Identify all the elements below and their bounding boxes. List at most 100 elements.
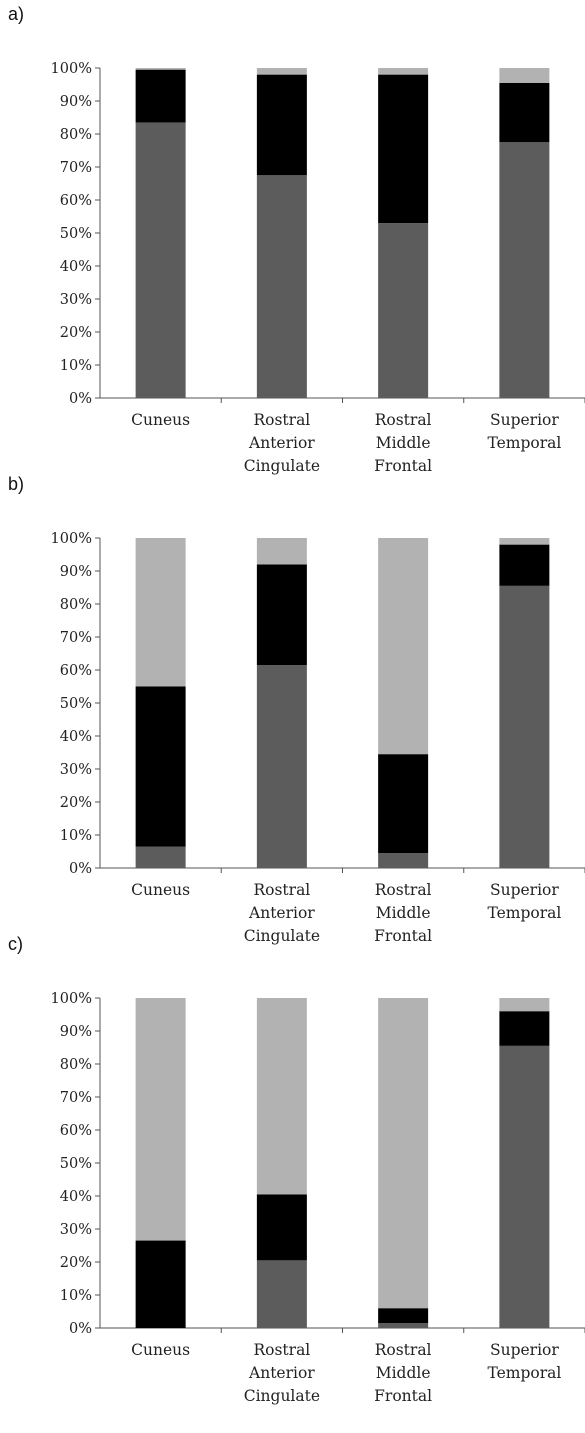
y-tick-label-c: 30% <box>60 1222 92 1238</box>
bar-segment-b-0-0 <box>135 846 186 868</box>
category-label-a-1: Anterior <box>248 434 315 452</box>
category-label-c-0: Cuneus <box>131 1341 190 1359</box>
chart-panel-c: c) 0% 10% 20% 30% 40% 50% 60% 70% 80% 90% 100% Cune… <box>0 934 585 1405</box>
y-tick-label-a: 40% <box>60 259 92 275</box>
y-tick-label-c: 0% <box>69 1321 92 1337</box>
y-tick-label-b: 40% <box>60 729 92 745</box>
bar-segment-b-2-0 <box>378 853 429 868</box>
category-label-c-3: Superior <box>490 1341 559 1359</box>
category-label-c-2: Middle <box>376 1364 431 1382</box>
bar-segment-c-2-2 <box>378 998 429 1309</box>
y-tick-label-c: 40% <box>60 1189 92 1205</box>
category-label-a-3: Superior <box>490 411 559 429</box>
y-tick-label-c: 20% <box>60 1255 92 1271</box>
y-tick-label-a: 90% <box>60 94 92 110</box>
category-label-b-2: Frontal <box>374 927 432 945</box>
y-tick-label-a: 80% <box>60 127 92 143</box>
bar-segment-b-0-2 <box>135 538 186 687</box>
bar-segment-b-3-0 <box>499 585 550 868</box>
bar-segment-b-0-1 <box>135 686 186 847</box>
category-label-b-1: Rostral <box>253 881 310 899</box>
y-tick-label-c: 90% <box>60 1024 92 1040</box>
y-tick-label-a: 100% <box>51 61 92 77</box>
category-label-a-2: Rostral <box>375 411 432 429</box>
bar-segment-c-2-1 <box>378 1308 429 1324</box>
y-tick-label-c: 10% <box>60 1288 92 1304</box>
y-tick-label-c: 60% <box>60 1123 92 1139</box>
category-label-c-3: Temporal <box>487 1364 561 1382</box>
category-label-b-0: Cuneus <box>131 881 190 899</box>
category-label-c-2: Rostral <box>375 1341 432 1359</box>
bar-segment-b-3-1 <box>499 544 550 586</box>
bar-segment-b-2-1 <box>378 754 429 854</box>
y-tick-label-a: 60% <box>60 193 92 209</box>
category-label-b-3: Superior <box>490 881 559 899</box>
y-tick-label-a: 70% <box>60 160 92 176</box>
category-label-b-1: Anterior <box>248 904 315 922</box>
stacked-bar-chart-a: 0% 10% 20% 30% 40% 50% 60% 70% 80% 90% 100% Cuneus R… <box>51 61 585 475</box>
y-tick-label-b: 70% <box>60 630 92 646</box>
category-label-a-2: Frontal <box>374 457 432 475</box>
bar-segment-b-2-2 <box>378 538 429 755</box>
stacked-bar-chart-c: 0% 10% 20% 30% 40% 50% 60% 70% 80% 90% 100% Cuneus R… <box>51 991 585 1405</box>
bar-segment-c-1-0 <box>256 1260 307 1328</box>
bar-segment-a-2-1 <box>378 74 429 224</box>
y-tick-label-b: 100% <box>51 531 92 547</box>
bar-segment-b-1-2 <box>256 538 307 565</box>
y-tick-label-b: 80% <box>60 597 92 613</box>
category-label-b-3: Temporal <box>487 904 561 922</box>
category-label-b-1: Cingulate <box>244 927 320 945</box>
category-label-b-2: Middle <box>376 904 431 922</box>
bar-segment-a-2-0 <box>378 223 429 398</box>
chart-panel-b: b) 0% 10% 20% 30% 40% 50% 60% 70% 80% 90% 100% Cune… <box>0 474 585 945</box>
bar-segment-c-3-2 <box>499 998 550 1012</box>
bar-segment-a-0-1 <box>135 69 186 123</box>
bar-segment-a-1-1 <box>256 74 307 176</box>
y-tick-label-b: 10% <box>60 828 92 844</box>
bar-segment-c-1-2 <box>256 998 307 1195</box>
bar-segment-a-0-0 <box>135 122 186 398</box>
y-tick-label-a: 0% <box>69 391 92 407</box>
bar-segment-a-0-2 <box>135 68 186 70</box>
bar-segment-b-1-0 <box>256 665 307 868</box>
y-tick-label-b: 90% <box>60 564 92 580</box>
bar-segment-b-1-1 <box>256 564 307 666</box>
y-tick-label-b: 0% <box>69 861 92 877</box>
category-label-c-2: Frontal <box>374 1387 432 1405</box>
bar-segment-c-3-1 <box>499 1011 550 1046</box>
y-tick-label-b: 20% <box>60 795 92 811</box>
panel-label-c: c) <box>8 934 23 954</box>
y-tick-label-b: 50% <box>60 696 92 712</box>
bar-segment-a-3-1 <box>499 82 550 143</box>
category-label-a-3: Temporal <box>487 434 561 452</box>
y-tick-label-c: 70% <box>60 1090 92 1106</box>
bar-segment-c-3-0 <box>499 1045 550 1328</box>
category-label-a-1: Rostral <box>253 411 310 429</box>
stacked-bar-chart-b: 0% 10% 20% 30% 40% 50% 60% 70% 80% 90% 100% Cuneus R… <box>51 531 585 945</box>
bar-segment-a-3-2 <box>499 68 550 83</box>
category-label-b-2: Rostral <box>375 881 432 899</box>
chart-panel-a: a) 0% 10% 20% 30% 40% 50% 60% 70% 80% 90% 100% Cune… <box>0 4 585 475</box>
y-tick-label-c: 100% <box>51 991 92 1007</box>
y-tick-label-c: 50% <box>60 1156 92 1172</box>
panel-label-a: a) <box>8 4 25 24</box>
bar-segment-a-2-2 <box>378 68 429 75</box>
category-label-a-1: Cingulate <box>244 457 320 475</box>
y-tick-label-b: 60% <box>60 663 92 679</box>
category-label-a-0: Cuneus <box>131 411 190 429</box>
category-label-a-2: Middle <box>376 434 431 452</box>
bar-segment-c-1-1 <box>256 1194 307 1261</box>
bar-segment-a-1-2 <box>256 68 307 75</box>
category-label-c-1: Anterior <box>248 1364 315 1382</box>
y-tick-label-b: 30% <box>60 762 92 778</box>
y-tick-label-a: 10% <box>60 358 92 374</box>
bar-segment-b-3-2 <box>499 538 550 545</box>
y-tick-label-a: 30% <box>60 292 92 308</box>
bar-segment-a-3-0 <box>499 142 550 398</box>
category-label-c-1: Cingulate <box>244 1387 320 1405</box>
bar-segment-c-0-1 <box>135 1240 186 1328</box>
y-tick-label-a: 50% <box>60 226 92 242</box>
bar-segment-c-2-0 <box>378 1323 429 1328</box>
panel-label-b: b) <box>8 474 25 494</box>
bar-segment-c-0-2 <box>135 998 186 1241</box>
